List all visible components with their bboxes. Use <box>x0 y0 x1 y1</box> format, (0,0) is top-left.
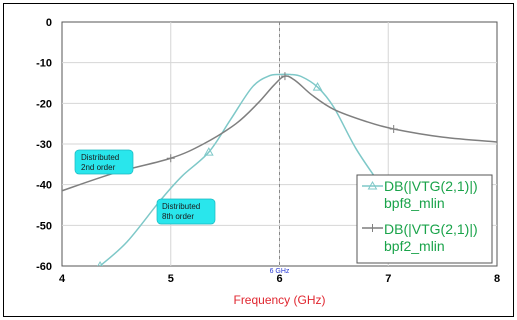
annotation-line1: Distributed <box>81 153 119 162</box>
series-marker-triangle <box>312 82 323 91</box>
x-tick-label: 4 <box>59 273 66 285</box>
y-tick-label: -20 <box>36 98 52 110</box>
annotation-line2: 2nd order <box>81 163 116 172</box>
series-marker-triangle <box>97 260 103 266</box>
legend-label-bpf8-line2: bpf8_mlin <box>384 195 445 211</box>
frequency-marker-label: 6 GHz <box>270 268 290 275</box>
x-tick-label: 5 <box>168 273 174 285</box>
series-marker-plus <box>389 124 398 133</box>
legend-label-bpf2-line2: bpf2_mlin <box>384 238 445 254</box>
series-marker-plus <box>166 154 175 163</box>
annotation-8th-order: Distributed 8th order <box>156 198 216 225</box>
x-tick-label: 8 <box>494 273 500 285</box>
legend-triangle-icon <box>367 180 378 190</box>
series-marker-triangle <box>203 147 214 156</box>
annotation-line1: Distributed <box>162 202 200 211</box>
annotation-box <box>74 149 134 175</box>
series-layer <box>62 72 497 266</box>
x-axis-label: Frequency (GHz) <box>233 293 325 307</box>
y-tick-label: -40 <box>36 180 52 192</box>
y-tick-label: -10 <box>36 58 52 70</box>
legend-box <box>356 174 493 264</box>
tick-labels: 4 5 6 7 8 0 -10 -20 -30 -40 -50 -60 <box>36 17 500 285</box>
x-tick-label: 7 <box>385 273 391 285</box>
legend-plus-icon <box>368 224 377 232</box>
x-tick-label: 6 <box>276 273 282 285</box>
legend-label-bpf8-line1: DB(|VTG(2,1)|) <box>384 178 478 194</box>
y-tick-label: 0 <box>46 17 52 29</box>
series-line-0 <box>99 73 378 266</box>
legend: DB(|VTG(2,1)|) bpf8_mlin DB(|VTG(2,1)|) … <box>356 174 493 264</box>
y-tick-label: -60 <box>36 261 52 273</box>
annotation-box <box>156 198 216 225</box>
series-marker-plus <box>280 72 289 81</box>
legend-label-bpf2-line1: DB(|VTG(2,1)|) <box>384 221 478 237</box>
annotation-line2: 8th order <box>162 212 194 221</box>
annotation-2nd-order: Distributed 2nd order <box>74 149 134 175</box>
y-tick-label: -30 <box>36 139 52 151</box>
y-tick-label: -50 <box>36 220 52 232</box>
